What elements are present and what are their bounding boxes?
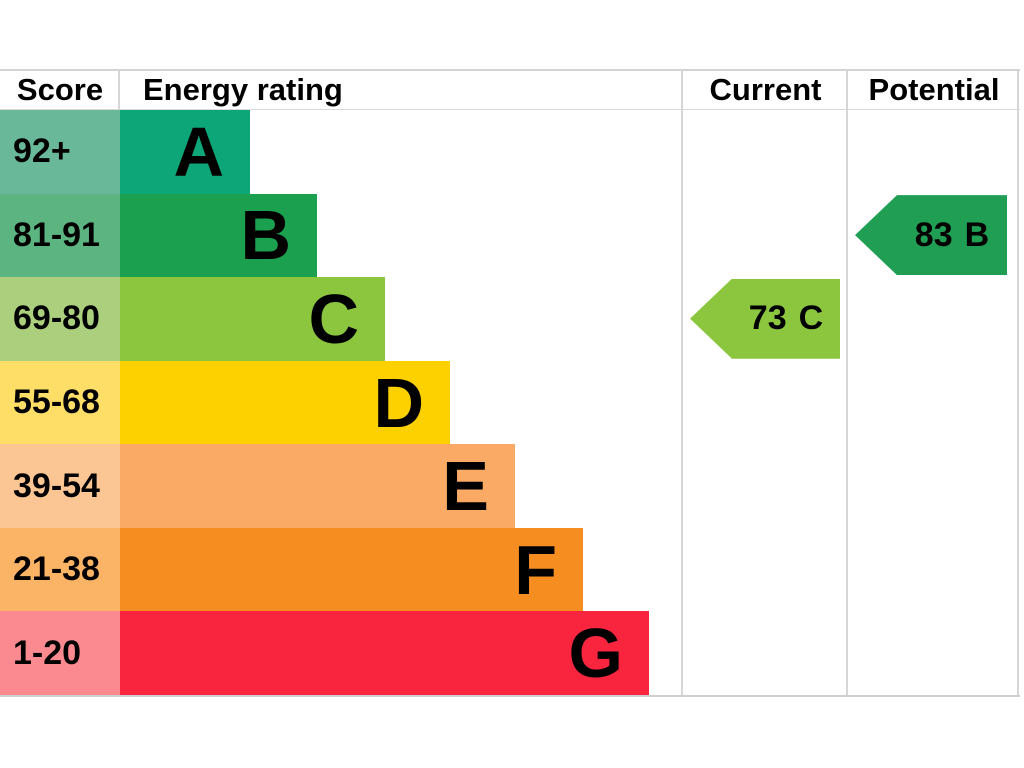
band-bar: D	[120, 360, 450, 445]
table-right-border	[1017, 69, 1019, 695]
band-row: 1-20 G	[0, 611, 1020, 696]
band-letter: A	[173, 112, 224, 191]
potential-rating-letter: B	[964, 215, 990, 254]
band-letter: G	[568, 614, 623, 693]
band-letter: C	[308, 279, 359, 358]
band-letter: D	[373, 363, 424, 442]
current-rating-letter: C	[798, 299, 824, 338]
band-rows: 92+ A 81-91 B 69-80 C 55-68 D 39-54 E 21…	[0, 110, 1020, 697]
band-bar: F	[120, 527, 583, 612]
band-letter: B	[240, 196, 291, 275]
current-rating-value: 73	[748, 299, 787, 338]
potential-rating-value: 83	[914, 215, 953, 254]
band-bar: B	[120, 193, 317, 278]
band-bar: E	[120, 444, 515, 528]
band-row: 55-68 D	[0, 360, 1020, 445]
band-bar: A	[120, 110, 250, 194]
band-row: 39-54 E	[0, 444, 1020, 528]
band-bar: C	[120, 277, 385, 361]
band-row: 21-38 F	[0, 527, 1020, 612]
current-column-header: Current	[709, 72, 822, 107]
divider-score-energy	[118, 69, 120, 110]
band-letter: F	[514, 530, 557, 609]
divider-energy-current	[681, 69, 683, 695]
band-row: 69-80 C	[0, 277, 1020, 361]
band-bar: G	[120, 611, 649, 696]
potential-column-header: Potential	[868, 72, 1000, 107]
band-score-range: 81-91	[0, 193, 120, 278]
band-row: 81-91 B	[0, 193, 1020, 278]
divider-current-potential	[846, 69, 848, 695]
band-score-range: 21-38	[0, 527, 120, 612]
energy-rating-column-header: Energy rating	[143, 72, 343, 107]
band-score-range: 69-80	[0, 277, 120, 361]
energy-rating-chart: Score Energy rating Current Potential 92…	[0, 69, 1020, 697]
band-score-range: 39-54	[0, 444, 120, 528]
score-column-header: Score	[16, 72, 104, 107]
band-score-range: 1-20	[0, 611, 120, 696]
band-letter: E	[442, 447, 489, 526]
band-score-range: 92+	[0, 110, 120, 194]
band-score-range: 55-68	[0, 360, 120, 445]
band-row: 92+ A	[0, 110, 1020, 194]
chart-header-row: Score Energy rating Current Potential	[0, 69, 1020, 110]
